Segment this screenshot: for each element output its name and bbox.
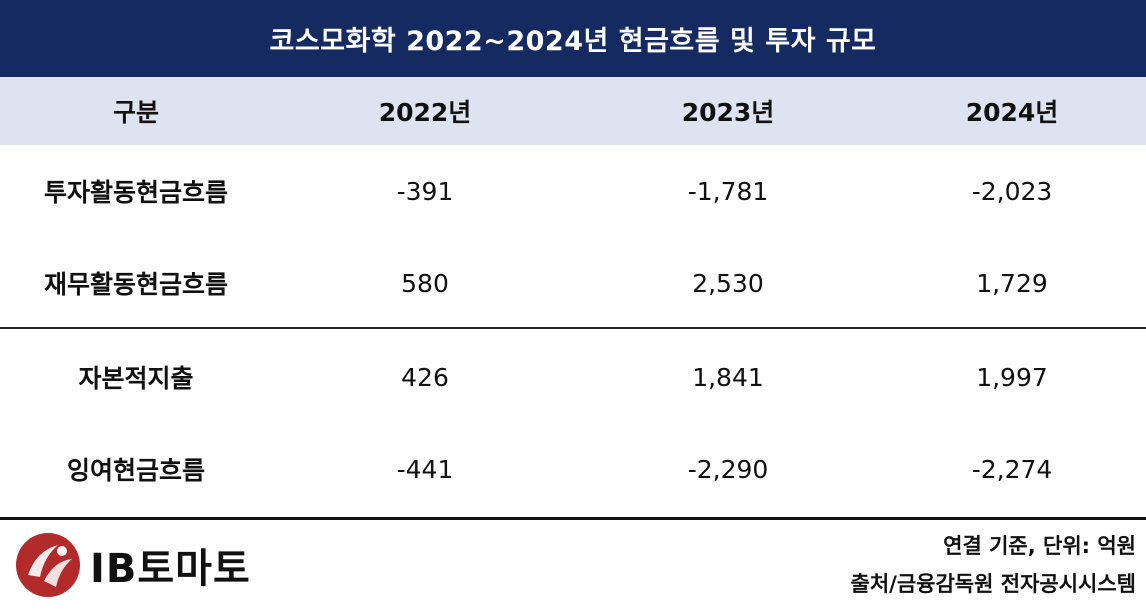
column-header-2022: 2022년: [378, 98, 472, 127]
section-divider: [0, 327, 1146, 329]
column-header-2023: 2023년: [681, 98, 775, 127]
logo-text: IB토마토: [90, 546, 251, 592]
row-label: 투자활동현금흐름: [43, 178, 228, 207]
cell-value: 1,841: [692, 362, 764, 392]
cell-value: 2,530: [692, 268, 764, 298]
tomato-logo-icon: [16, 533, 80, 597]
row-label: 자본적지출: [78, 364, 194, 393]
cell-value: 1,997: [976, 362, 1048, 392]
cell-value: 1,729: [976, 268, 1048, 298]
unit-note: 연결 기준, 단위: 억원: [943, 534, 1136, 558]
cell-value: -441: [396, 454, 454, 484]
table-row: 자본적지출 426 1,841 1,997: [0, 331, 1146, 423]
cell-value: -2,274: [971, 454, 1053, 484]
cell-value: -391: [396, 176, 454, 206]
column-header-category: 구분: [112, 98, 159, 127]
table-row: 잉여현금흐름 -441 -2,290 -2,274: [0, 423, 1146, 515]
table-bottom-rule: [0, 517, 1146, 520]
cell-value: -2,290: [687, 454, 769, 484]
cell-value: -1,781: [687, 176, 769, 206]
source-note: 출처/금융감독원 전자공시시스템: [850, 572, 1136, 596]
ib-tomato-logo: IB토마토: [14, 530, 251, 600]
table-row: 재무활동현금흐름 580 2,530 1,729: [0, 237, 1146, 329]
table-header-row: 구분 2022년 2023년 2024년: [0, 77, 1146, 145]
table-row: 투자활동현금흐름 -391 -1,781 -2,023: [0, 145, 1146, 237]
cell-value: 580: [401, 268, 449, 298]
cell-value: -2,023: [971, 176, 1053, 206]
column-header-2024: 2024년: [965, 98, 1059, 127]
table-title: 코스모화학 2022~2024년 현금흐름 및 투자 규모: [0, 0, 1146, 77]
cell-value: 426: [401, 362, 449, 392]
row-label: 잉여현금흐름: [66, 456, 205, 485]
row-label: 재무활동현금흐름: [43, 270, 228, 299]
